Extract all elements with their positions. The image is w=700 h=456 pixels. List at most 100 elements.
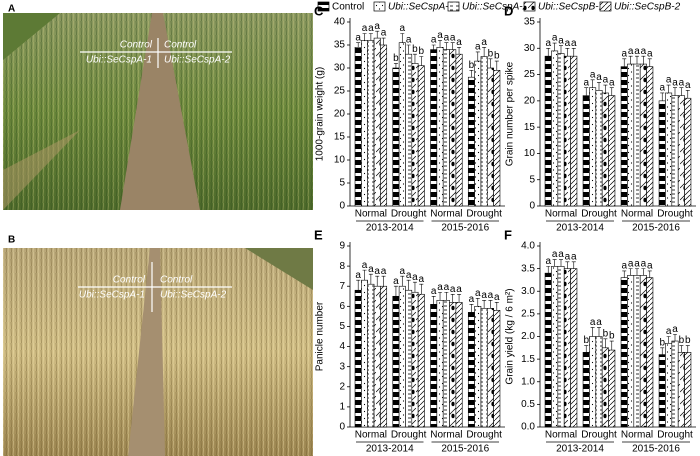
y-tick-label: 40 [334,17,346,28]
error-bar [597,327,601,337]
error-bar [559,259,563,267]
group-label: 2013-2014 [366,444,414,455]
error-bar [393,63,398,68]
bar [601,347,609,428]
significance-letter: a [552,33,558,44]
significance-letter: a [412,272,418,283]
error-bar [552,42,557,51]
x-tick-label: Drought [657,209,693,220]
group-label: 2015-2016 [441,223,489,234]
significance-letter: a [419,274,425,285]
error-bar [444,291,449,301]
error-bar [469,70,474,78]
bar [570,55,578,207]
y-axis-label: 1000-grain weight (g) [315,67,326,162]
significance-letter: a [431,35,437,46]
significance-letter: a [381,266,387,277]
error-bar [666,336,671,344]
significance-letter: a [634,46,640,57]
y-axis-label: Panicle number [315,301,326,371]
x-tick-label: Drought [391,209,427,220]
error-bar [488,58,493,68]
y-tick-label: 0 [529,201,535,212]
error-bar [406,44,411,55]
error-bar [685,90,690,99]
significance-letter: a [565,38,571,49]
bar [486,308,494,428]
bar [620,277,628,428]
significance-letter: a [672,324,678,335]
y-tick-label: 3.5 [521,263,535,274]
significance-letter: a [400,266,406,277]
bar [665,92,673,207]
bar [467,312,475,428]
bar [601,92,609,207]
significance-letter: b [488,48,494,59]
bar [455,53,463,207]
error-bar [679,87,684,96]
significance-letter: a [603,75,609,86]
significance-letter: a [456,284,462,295]
significance-letter: a [571,38,577,49]
bar [639,275,647,428]
x-tick-label: Drought [391,430,427,441]
photo-text: Control [160,275,193,286]
significance-letter: a [621,261,627,272]
error-bar [603,338,608,348]
bar [398,285,406,428]
significance-letter: a [431,286,437,297]
y-tick-label: 1.5 [521,354,535,365]
significance-letter: b [603,328,609,339]
bar [551,50,559,207]
bar [405,53,413,207]
bar [373,285,381,428]
bar [480,56,488,207]
group-label: 2013-2014 [556,444,604,455]
error-bar [475,297,480,307]
x-tick-label: Normal [621,209,653,220]
legend-swatch [447,1,460,12]
error-bar [673,333,677,342]
y-tick-label: 30 [524,43,536,54]
group-label: 2015-2016 [632,223,680,234]
significance-letter: a [494,292,500,303]
significance-letter: a [590,317,596,328]
significance-letter: b [393,53,399,64]
error-bar [647,58,652,67]
y-tick-label: 0 [339,201,345,212]
error-bar [375,30,380,39]
y-tick-label: 0 [339,422,345,433]
bar [563,55,571,207]
error-bar [685,345,690,353]
error-bar [571,47,576,57]
y-tick-label: 5 [529,174,535,185]
legend-swatch [523,1,536,12]
error-bar [375,275,380,287]
y-tick-label: 3.0 [521,286,535,297]
panel-label: B [8,235,15,246]
error-bar [641,55,646,65]
error-bar [469,304,474,313]
bar [455,302,463,428]
bar [436,46,444,207]
bar [361,279,369,428]
significance-letter: b [679,335,685,346]
error-bar [597,82,601,91]
significance-letter: a [621,48,627,59]
bar [646,66,654,207]
y-tick-label: 15 [334,132,346,143]
significance-letter: b [494,51,500,62]
bar [627,275,635,428]
error-bar [438,40,443,48]
bar [430,49,438,207]
photo-text: Control [164,40,197,51]
significance-letter: a [355,32,361,43]
significance-letter: a [685,80,691,91]
x-tick-label: Drought [581,209,617,220]
error-bar [419,283,424,295]
bar [367,40,375,207]
legend-label: Ubi::SeCspA-1 [388,2,454,13]
x-tick-label: Normal [355,209,387,220]
legend-swatch [373,1,386,12]
